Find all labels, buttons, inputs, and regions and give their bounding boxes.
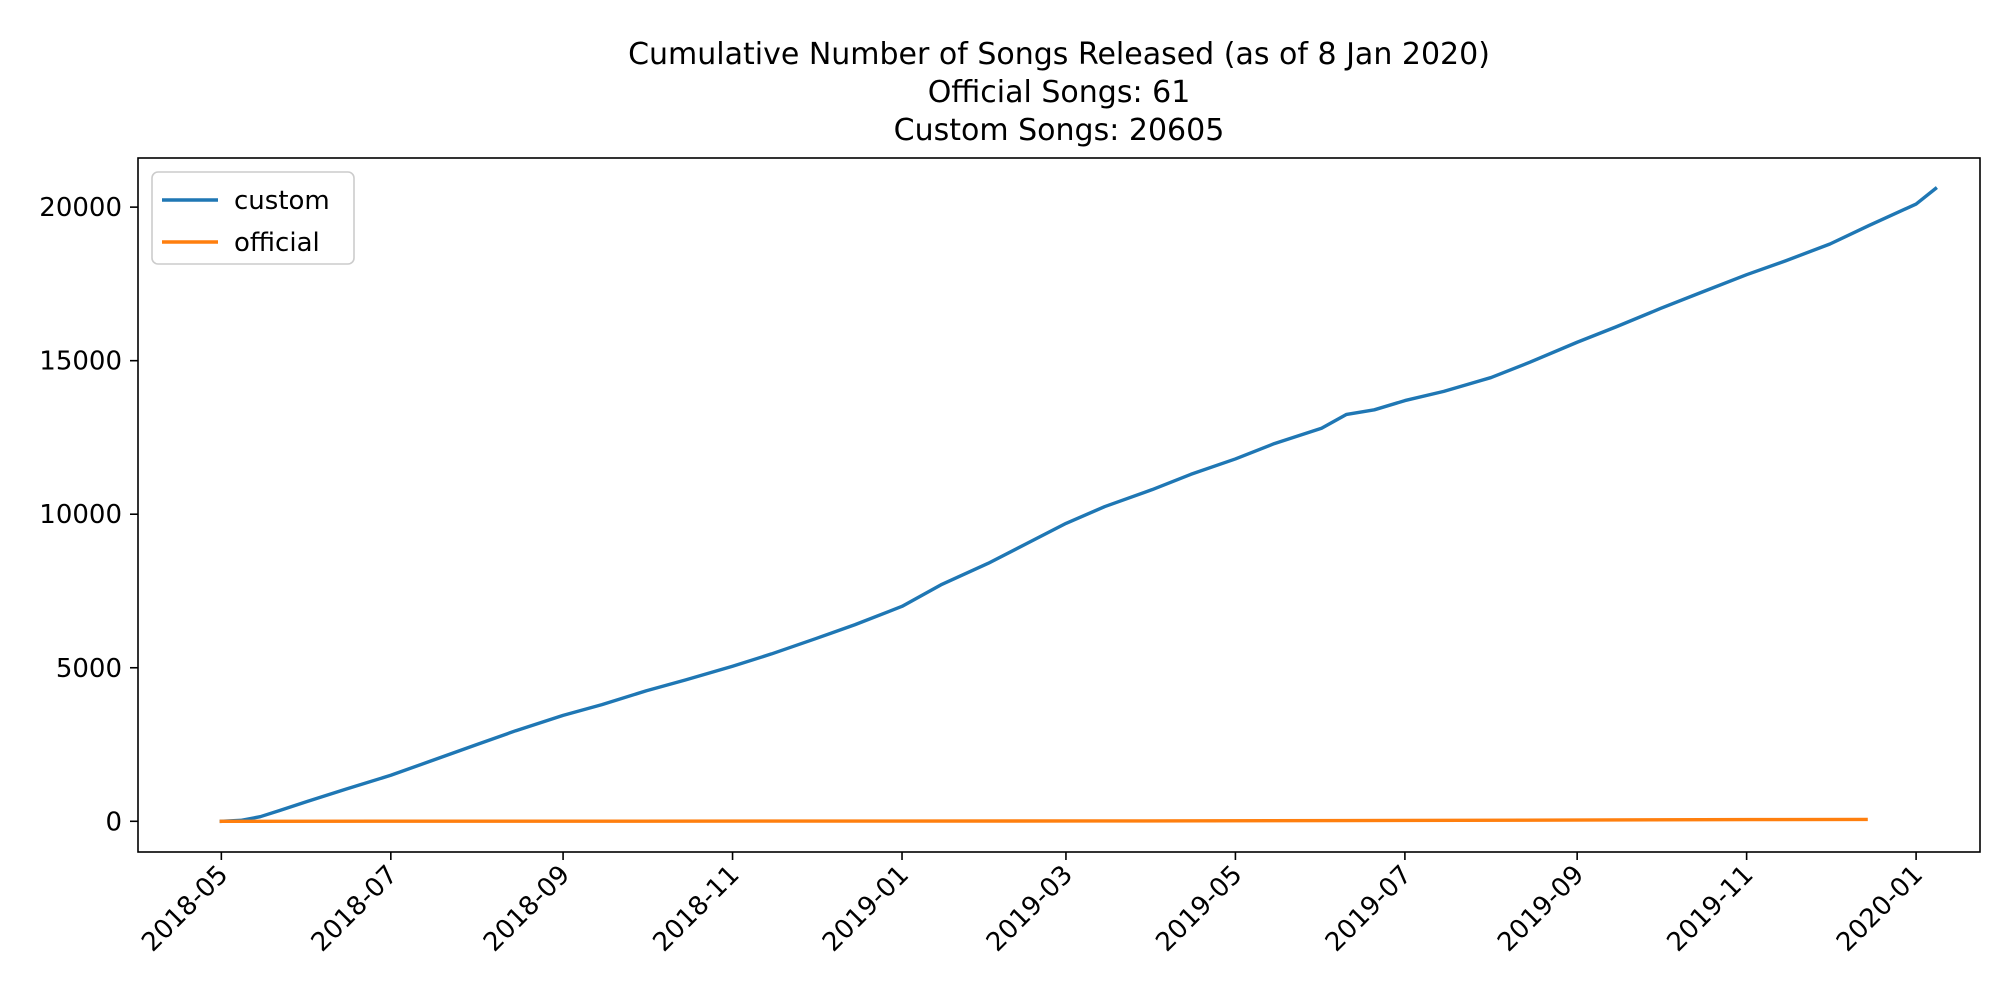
x-tick-label: 2019-07 [1320, 860, 1418, 958]
y-tick-label: 0 [105, 807, 122, 837]
x-tick-label: 2019-11 [1662, 860, 1760, 958]
legend-label-custom: custom [234, 186, 330, 216]
axes: 0 5000 10000 15000 20000 2018-05 2018-07 2018-0… [39, 157, 1981, 958]
x-tick-label: 2018-09 [478, 860, 576, 958]
series-line-custom [219, 186, 1938, 824]
x-tick-label: 2019-09 [1492, 860, 1590, 958]
legend: custom official [151, 171, 355, 265]
x-tick-label: 2018-11 [647, 860, 745, 958]
x-tick-label: 2020-01 [1831, 860, 1929, 958]
x-tick-label: 2019-05 [1150, 860, 1248, 958]
plot-frame [137, 157, 1981, 853]
x-tick-label: 2019-01 [817, 860, 915, 958]
y-tick-label: 20000 [39, 193, 122, 223]
x-tick-label: 2019-03 [981, 860, 1079, 958]
chart-title-line: Official Songs: 61 [928, 75, 1191, 110]
chart-title-line: Custom Songs: 20605 [894, 113, 1225, 148]
chart-title: Cumulative Number of Songs Released (as … [628, 37, 1490, 148]
series-line-official [219, 817, 1868, 823]
legend-label-official: official [234, 228, 320, 258]
y-tick-label: 15000 [39, 347, 122, 377]
x-tick-label: 2018-05 [136, 860, 234, 958]
chart-title-line: Cumulative Number of Songs Released (as … [628, 37, 1490, 72]
x-tick-label: 2018-07 [306, 860, 404, 958]
y-tick-label: 5000 [56, 654, 122, 684]
y-tick-label: 10000 [39, 500, 122, 530]
series-lines [219, 186, 1938, 824]
